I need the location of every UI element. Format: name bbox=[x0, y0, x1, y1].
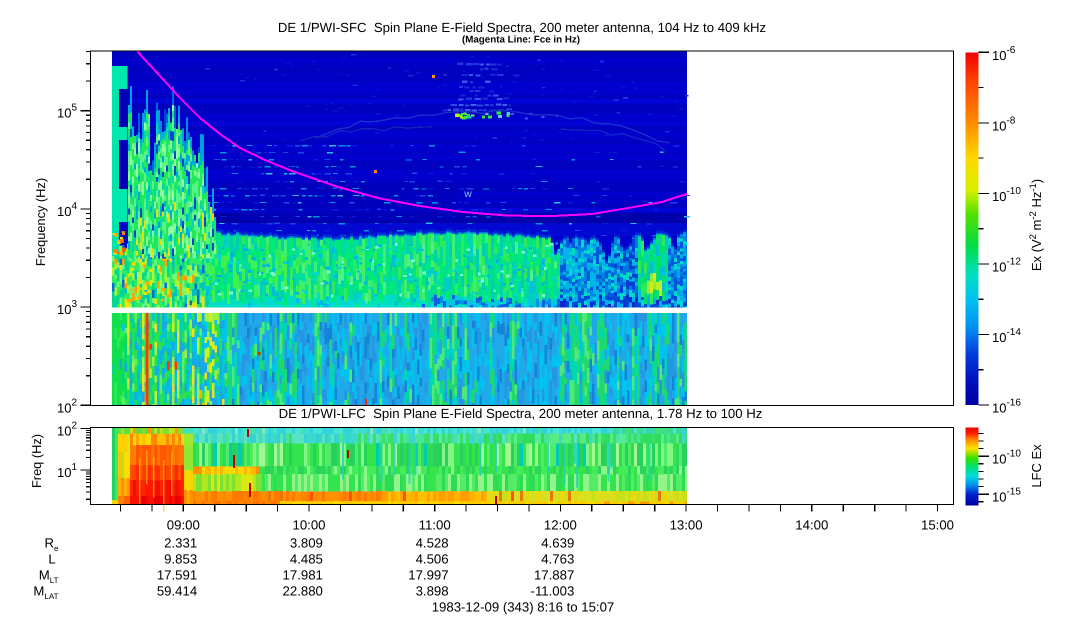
svg-text:4.506: 4.506 bbox=[416, 552, 449, 567]
svg-text:4.763: 4.763 bbox=[541, 552, 574, 567]
svg-text:9.853: 9.853 bbox=[164, 552, 197, 567]
svg-text:L: L bbox=[48, 552, 55, 567]
svg-text:11:00: 11:00 bbox=[419, 518, 451, 533]
svg-text:-11.003: -11.003 bbox=[531, 584, 575, 599]
svg-text:W: W bbox=[464, 190, 472, 199]
svg-text:12:00: 12:00 bbox=[544, 518, 577, 533]
svg-text:15:00: 15:00 bbox=[921, 518, 954, 533]
svg-text:59.414: 59.414 bbox=[157, 584, 197, 599]
svg-text:3.898: 3.898 bbox=[416, 584, 449, 599]
svg-text:17.981: 17.981 bbox=[283, 568, 323, 583]
svg-text:Freq (Hz): Freq (Hz) bbox=[29, 434, 44, 488]
svg-text:1983-12-09 (343) 8:16 to 15:07: 1983-12-09 (343) 8:16 to 15:07 bbox=[432, 600, 615, 615]
svg-text:10:00: 10:00 bbox=[292, 518, 325, 533]
svg-text:09:00: 09:00 bbox=[167, 518, 200, 533]
svg-text:14:00: 14:00 bbox=[795, 518, 828, 533]
svg-text:17.997: 17.997 bbox=[408, 568, 448, 583]
svg-text:13:00: 13:00 bbox=[670, 518, 703, 533]
svg-text:(Magenta Line: Fce in Hz): (Magenta Line: Fce in Hz) bbox=[462, 35, 580, 46]
svg-text:2.331: 2.331 bbox=[164, 536, 197, 551]
svg-text:4.528: 4.528 bbox=[416, 536, 449, 551]
svg-text:Frequency (Hz): Frequency (Hz) bbox=[33, 178, 48, 266]
svg-text:17.591: 17.591 bbox=[157, 568, 197, 583]
svg-text:Ex (V2 m-2 Hz-1): Ex (V2 m-2 Hz-1) bbox=[1028, 179, 1044, 271]
svg-text:4.639: 4.639 bbox=[541, 536, 574, 551]
svg-text:17.887: 17.887 bbox=[534, 568, 574, 583]
svg-text:22.880: 22.880 bbox=[283, 584, 323, 599]
svg-text:DE 1/PWI-LFC Spin Plane E-Fie: DE 1/PWI-LFC Spin Plane E-Field Spectra,… bbox=[279, 406, 763, 421]
svg-text:LFC Ex: LFC Ex bbox=[1029, 444, 1044, 488]
svg-text:4.485: 4.485 bbox=[290, 552, 323, 567]
svg-text:DE 1/PWI-SFC Spin Plane E-Fie: DE 1/PWI-SFC Spin Plane E-Field Spectra,… bbox=[278, 20, 766, 35]
svg-text:3.809: 3.809 bbox=[290, 536, 323, 551]
